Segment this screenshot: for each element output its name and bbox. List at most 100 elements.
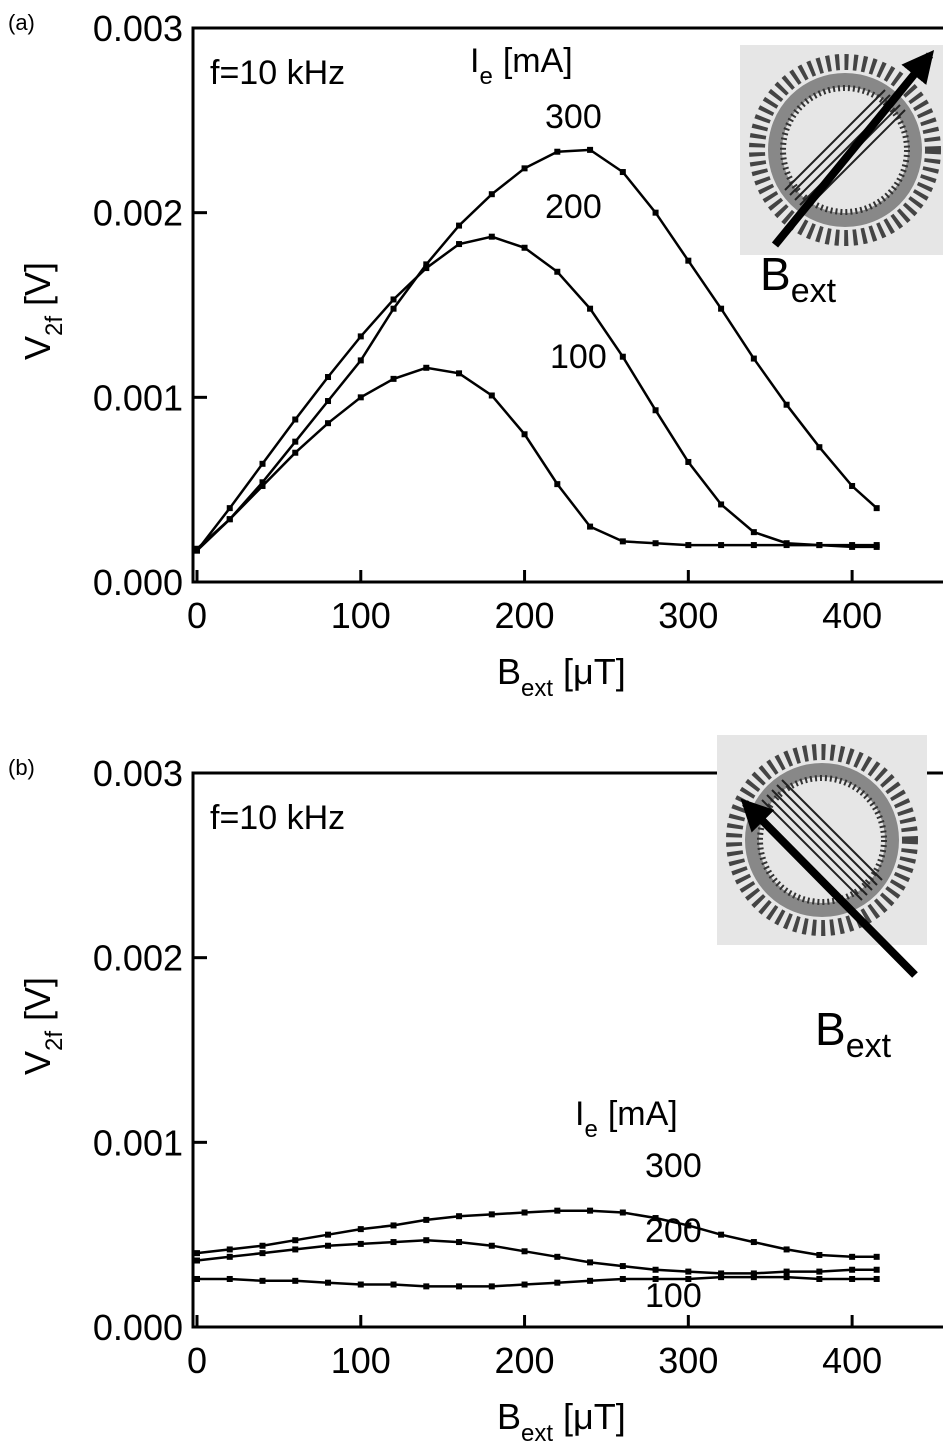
inset-label-sub: ext: [791, 272, 837, 310]
series-label: 100: [645, 1277, 702, 1315]
point: [685, 1275, 692, 1282]
point: [685, 1268, 692, 1275]
y-axis-label: V2f [V]: [17, 262, 68, 360]
legend-title-rest: [mA]: [608, 1095, 678, 1133]
y-axis-label-rest: [V]: [17, 262, 58, 306]
x-tick-label: 100: [331, 595, 391, 636]
point: [554, 481, 561, 488]
point: [226, 505, 233, 512]
inset-label-sub: ext: [846, 1027, 892, 1065]
point: [325, 1242, 332, 1249]
point: [488, 1242, 495, 1249]
point: [226, 1246, 233, 1253]
point: [652, 1266, 659, 1273]
y-axis-label-sub: 2f: [41, 316, 68, 336]
inset: Bext: [717, 735, 927, 1065]
x-tick-label: 100: [331, 1340, 391, 1381]
point: [750, 355, 757, 362]
point: [619, 353, 626, 360]
point: [325, 1231, 332, 1238]
point: [587, 146, 594, 153]
point: [194, 1250, 200, 1257]
series-line: [196, 148, 878, 552]
y-tick-label: 0.002: [93, 938, 183, 979]
point: [292, 1277, 299, 1284]
series-label: 300: [545, 98, 602, 136]
point: [226, 516, 233, 523]
y-axis-label-rest: [V]: [17, 977, 58, 1021]
series-line: [196, 1209, 877, 1259]
point: [259, 479, 266, 486]
x-tick-label: 300: [658, 595, 718, 636]
x-tick-label: 0: [187, 1340, 207, 1381]
series-label: 300: [645, 1147, 702, 1185]
point: [750, 529, 757, 536]
inset-pads: [749, 54, 941, 246]
y-axis-label: V2f [V]: [17, 977, 68, 1075]
point: [587, 1277, 594, 1284]
point: [816, 1275, 823, 1282]
inset-ring: [745, 763, 899, 917]
point: [587, 523, 594, 530]
point: [652, 1275, 659, 1282]
inset-wire: [789, 94, 891, 196]
point: [390, 375, 397, 382]
point: [194, 1257, 200, 1264]
point: [325, 398, 332, 405]
point: [292, 416, 299, 423]
point: [554, 148, 561, 155]
point: [521, 431, 528, 438]
point: [357, 1240, 364, 1247]
point: [750, 1274, 757, 1281]
x-tick-label: 200: [495, 1340, 555, 1381]
point: [488, 392, 495, 399]
point: [325, 420, 332, 427]
inset-label: Bext: [760, 248, 837, 310]
point: [873, 1266, 880, 1273]
x-axis-label-rest: [μT]: [563, 1396, 626, 1437]
point: [873, 1253, 880, 1260]
panel: (b) 0 100 200 300 400 0.000 0.001 0.002 0.003 Bext…: [8, 735, 943, 1445]
y-tick-label: 0.001: [93, 1122, 183, 1163]
point: [390, 1222, 397, 1229]
point: [226, 1275, 233, 1282]
inset-wire: [766, 794, 868, 896]
point: [652, 1215, 659, 1222]
plot-frame: [191, 771, 943, 1329]
x-axis-label-sub: ext: [521, 675, 553, 702]
point: [456, 370, 463, 377]
point: [816, 1251, 823, 1258]
inset-ring: [768, 73, 922, 227]
point: [521, 244, 528, 251]
y-tick-label: 0.003: [93, 8, 183, 49]
point: [423, 1216, 430, 1223]
point: [423, 364, 430, 371]
plot-frame: [191, 26, 943, 584]
point: [750, 1239, 757, 1246]
panel-label: (b): [8, 755, 35, 780]
inset-arrow: [771, 50, 935, 248]
point: [521, 165, 528, 172]
point: [718, 305, 725, 312]
y-tick-label: 0.001: [93, 377, 183, 418]
point: [718, 1270, 725, 1277]
x-axis-label: Bext [μT]: [497, 651, 626, 702]
point: [783, 1274, 790, 1281]
point: [816, 1268, 823, 1275]
point: [718, 1274, 725, 1281]
legend-title: Ie [mA]: [470, 42, 573, 90]
panel: (a) 0 100 200 300 400 0.000 0.001 0.002 0.003 Bext…: [8, 8, 943, 702]
point: [873, 542, 880, 549]
inset-arrow: [740, 798, 918, 978]
x-tick-label: 300: [658, 1340, 718, 1381]
point: [488, 1211, 495, 1218]
point: [783, 1246, 790, 1253]
point: [423, 1237, 430, 1244]
point: [554, 268, 561, 275]
series-label: 100: [550, 338, 607, 376]
point: [554, 1279, 561, 1286]
inset: Bext: [740, 45, 943, 310]
y-axis-label-main: V: [17, 1051, 58, 1075]
point: [685, 542, 692, 549]
